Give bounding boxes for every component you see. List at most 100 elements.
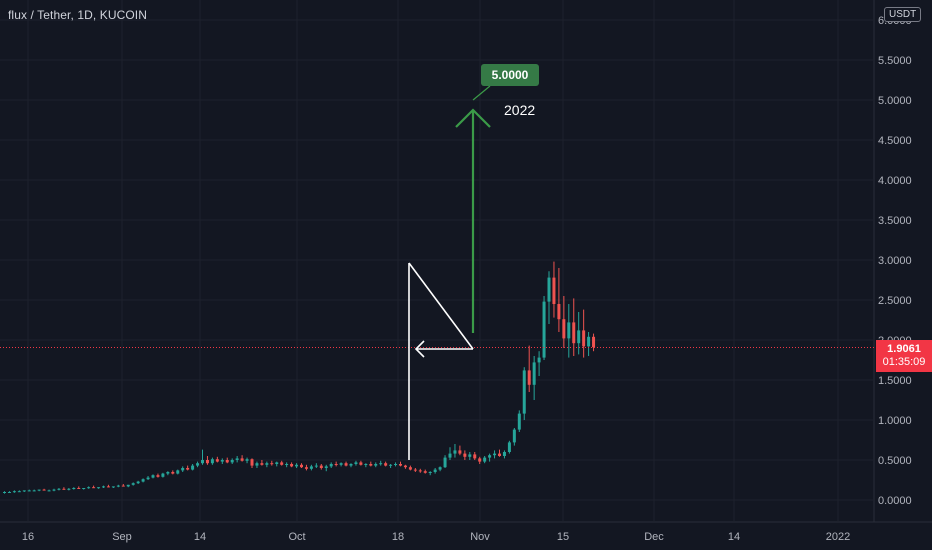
candle: [151, 474, 155, 479]
candle: [181, 466, 185, 472]
candle-body: [62, 488, 66, 490]
candle: [235, 456, 239, 463]
candle-body: [384, 463, 388, 466]
candle-body: [532, 362, 536, 385]
time-axis[interactable]: 16 Sep 14 Oct 18 Nov 15 Dec 14 2022: [22, 0, 850, 543]
flag-arrowhead: [414, 340, 425, 358]
candle: [552, 261, 556, 318]
last-price-label: 1.9061 01:35:09: [876, 340, 932, 372]
candle: [240, 455, 244, 462]
target-arrow-head: [455, 108, 491, 128]
candle-body: [359, 462, 363, 465]
candle-body: [210, 459, 214, 464]
candle: [136, 480, 140, 484]
candle-body: [290, 464, 294, 467]
candle-body: [433, 469, 437, 472]
candle-body: [235, 458, 239, 460]
time-tick-label: Nov: [470, 531, 490, 543]
candle-body: [47, 490, 51, 492]
price-tick-label: 1.5000: [878, 375, 912, 387]
candle-body: [141, 479, 145, 482]
candle: [260, 460, 264, 466]
candle-body: [111, 486, 115, 488]
candle-body: [502, 452, 506, 456]
candle-body: [458, 450, 462, 454]
price-tick-label: 1.0000: [878, 415, 912, 427]
candle-body: [161, 473, 165, 477]
candle: [592, 333, 596, 352]
candle: [399, 461, 402, 467]
candle: [334, 461, 338, 467]
candle-body: [512, 429, 516, 443]
candle: [62, 487, 66, 490]
candle: [72, 487, 76, 490]
candle-body: [389, 464, 393, 466]
candle: [403, 464, 407, 469]
candle-body: [542, 301, 546, 358]
candle-body: [146, 477, 150, 480]
candle: [295, 463, 299, 468]
candle: [275, 461, 279, 467]
candlestick-series: [3, 261, 596, 494]
candle: [146, 476, 150, 480]
candle-body: [552, 277, 556, 304]
currency-badge[interactable]: USDT: [884, 7, 922, 22]
candle: [102, 485, 105, 488]
candle: [106, 484, 110, 488]
candle: [517, 410, 521, 432]
candle-body: [275, 462, 279, 464]
candle-body: [32, 490, 36, 492]
price-tick-label: 5.5000: [878, 55, 912, 67]
candle-body: [230, 460, 234, 463]
candle-body: [42, 489, 46, 491]
candle-body: [592, 336, 596, 348]
candle: [324, 464, 328, 472]
candle: [319, 464, 323, 470]
candle-body: [215, 459, 219, 462]
candle-body: [250, 459, 254, 466]
candle: [280, 460, 284, 466]
candle: [250, 458, 254, 468]
candle: [537, 351, 541, 376]
candle: [290, 462, 294, 468]
candle: [32, 489, 36, 492]
candle: [498, 449, 501, 457]
price-tick-label: 3.0000: [878, 255, 912, 267]
candle: [191, 464, 195, 471]
time-tick-label: 2022: [826, 531, 850, 543]
candle: [344, 461, 348, 467]
time-tick-label: Dec: [644, 531, 664, 543]
candle-body: [418, 470, 422, 472]
candle-body: [106, 486, 110, 488]
candle: [557, 268, 561, 332]
candle: [82, 488, 86, 490]
price-tick-label: 0.0000: [878, 495, 912, 507]
candle-body: [547, 277, 551, 302]
candle: [3, 491, 6, 494]
candle: [196, 461, 200, 468]
flag-edge-upper: [408, 262, 474, 350]
candle: [512, 428, 516, 446]
candle: [522, 367, 526, 420]
candle: [379, 460, 383, 466]
candle: [577, 312, 581, 355]
candle: [309, 464, 313, 471]
candle: [314, 463, 318, 468]
candle: [567, 304, 571, 358]
price-axis[interactable]: 0.00000.50001.00001.50002.00002.50003.00…: [0, 15, 912, 507]
candle-body: [354, 462, 358, 464]
candle-body: [379, 463, 383, 465]
candle: [364, 463, 368, 468]
candle: [394, 462, 398, 467]
candle-body: [3, 492, 6, 493]
candle-body: [52, 489, 56, 491]
candle: [384, 461, 388, 467]
candle-body: [478, 458, 482, 462]
candle: [201, 449, 204, 465]
candle-body: [225, 460, 229, 463]
candle-body: [270, 463, 274, 465]
candle: [329, 462, 333, 468]
candle-body: [201, 460, 204, 464]
